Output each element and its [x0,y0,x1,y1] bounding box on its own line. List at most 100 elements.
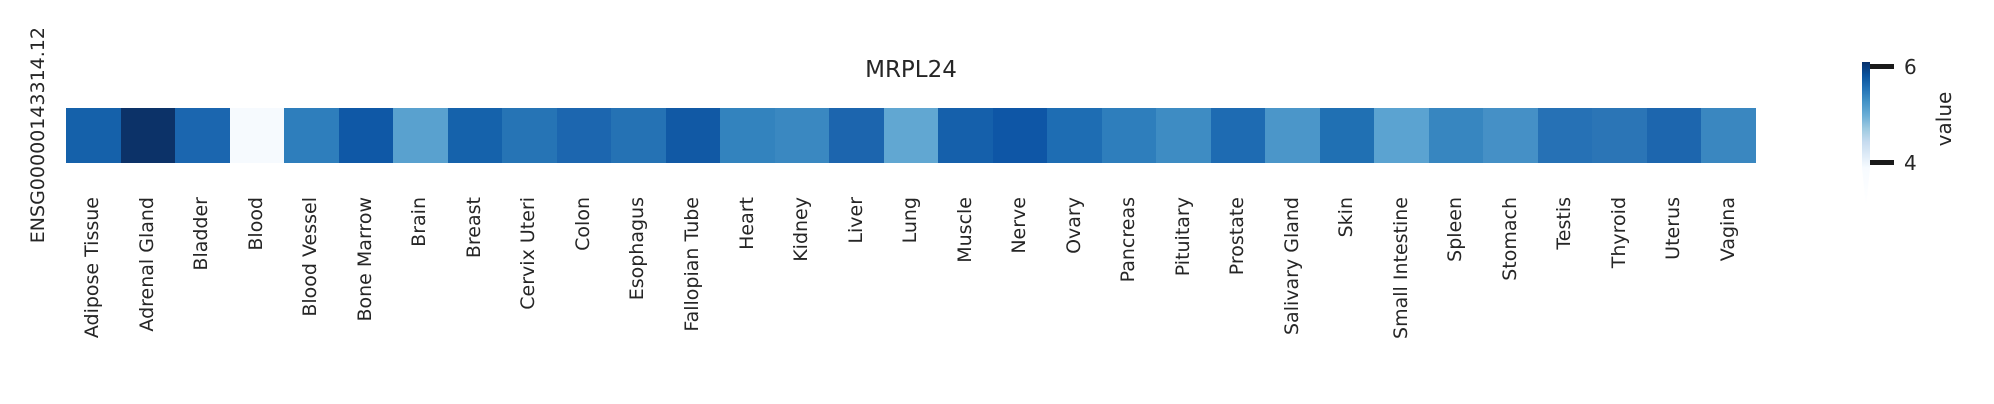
heatmap-cell-stomach [1483,108,1538,163]
x-tick-label-skin: Skin [1335,197,1358,238]
x-tick-esophagus: Esophagus [611,197,666,392]
x-tick-label-small-intestine: Small Intestine [1389,197,1412,339]
heatmap-cell-uterus [1646,108,1702,163]
heatmap-cell-testis [1537,108,1593,163]
x-tick-label-prostate: Prostate [1226,197,1249,276]
heatmap-cell-prostate [1210,108,1266,163]
heatmap-cell-esophagus [611,108,666,163]
x-tick-testis: Testis [1538,197,1593,392]
heatmap-cell-salivary-gland [1265,108,1320,163]
x-tick-muscle: Muscle [938,197,993,392]
heatmap-row [66,108,1756,163]
heatmap-cell-kidney [774,108,830,163]
x-tick-label-testis: Testis [1553,197,1576,250]
colorbar-tick-label-min: 4 [1904,151,1917,175]
x-tick-label-liver: Liver [844,197,867,244]
x-tick-label-colon: Colon [571,197,594,251]
colorbar-tick-min [1870,160,1894,165]
x-tick-label-kidney: Kidney [790,197,813,262]
x-tick-label-breast: Breast [462,197,485,259]
x-tick-label-fallopian-tube: Fallopian Tube [681,197,703,332]
x-tick-blood: Blood [230,197,285,392]
colorbar-gradient [1862,62,1870,207]
x-tick-prostate: Prostate [1211,197,1266,392]
heatmap-cell-adipose-tissue [66,108,121,163]
heatmap-cell-pituitary [1156,108,1211,163]
heatmap-cell-ovary [1047,108,1102,163]
x-tick-label-stomach: Stomach [1498,197,1521,281]
gene-row-label: ENSG00000143314.12 [27,27,49,244]
heatmap-cell-blood [229,108,285,163]
colorbar-tick-max [1870,64,1894,69]
x-tick-label-heart: Heart [735,197,758,250]
x-tick-label-esophagus: Esophagus [626,197,649,301]
x-tick-lung: Lung [884,197,939,392]
heatmap-cell-spleen [1428,108,1484,163]
x-tick-kidney: Kidney [775,197,830,392]
x-tick-fallopian-tube: Fallopian Tube [666,197,721,392]
x-tick-label-lung: Lung [899,197,922,244]
x-tick-label-adrenal-gland: Adrenal Gland [135,197,158,332]
heatmap-cell-adrenal-gland [120,108,176,163]
heatmap-cell-heart [720,108,775,163]
x-tick-bone-marrow: Bone Marrow [339,197,394,392]
x-tick-liver: Liver [829,197,884,392]
x-tick-label-bone-marrow: Bone Marrow [353,197,376,322]
x-tick-adrenal-gland: Adrenal Gland [121,197,176,392]
heatmap-cell-blood-vessel [284,108,339,163]
x-tick-label-salivary-gland: Salivary Gland [1280,197,1303,335]
heatmap-cell-muscle [938,108,993,163]
x-tick-nerve: Nerve [993,197,1048,392]
x-tick-label-ovary: Ovary [1062,197,1085,254]
heatmap-cell-nerve [992,108,1048,163]
x-tick-small-intestine: Small Intestine [1374,197,1429,392]
heatmap-cell-breast [447,108,503,163]
heatmap-cell-liver [829,108,884,163]
x-tick-vagina: Vagina [1701,197,1756,392]
x-tick-label-blood: Blood [244,197,267,251]
x-tick-brain: Brain [393,197,448,392]
x-tick-label-spleen: Spleen [1444,197,1467,262]
chart-title: MRPL24 [865,57,957,83]
x-tick-label-nerve: Nerve [1008,197,1031,254]
x-tick-breast: Breast [448,197,503,392]
heatmap-cell-vagina [1701,108,1756,163]
x-tick-label-uterus: Uterus [1662,197,1685,260]
x-tick-label-thyroid: Thyroid [1607,197,1630,269]
x-tick-label-blood-vessel: Blood Vessel [299,197,322,317]
x-tick-adipose-tissue: Adipose Tissue [66,197,121,392]
colorbar-tick-label-max: 6 [1904,55,1917,79]
colorbar-axis-label: value [1932,91,1956,147]
x-tick-label-muscle: Muscle [953,197,976,263]
x-tick-label-brain: Brain [408,197,431,247]
x-tick-blood-vessel: Blood Vessel [284,197,339,392]
x-tick-label-pituitary: Pituitary [1171,197,1194,277]
x-tick-cervix-uteri: Cervix Uteri [502,197,557,392]
heatmap-cell-lung [883,108,939,163]
heatmap-cell-cervix-uteri [502,108,557,163]
x-tick-uterus: Uterus [1647,197,1702,392]
heatmap-cell-thyroid [1592,108,1647,163]
heatmap-cell-skin [1319,108,1375,163]
heatmap-cell-brain [393,108,448,163]
x-tick-bladder: Bladder [175,197,230,392]
x-tick-label-bladder: Bladder [190,197,213,271]
heatmap-cell-fallopian-tube [665,108,721,163]
x-tick-thyroid: Thyroid [1592,197,1647,392]
x-tick-skin: Skin [1320,197,1375,392]
x-tick-stomach: Stomach [1483,197,1538,392]
heatmap-cell-bone-marrow [338,108,394,163]
heatmap-cell-pancreas [1101,108,1157,163]
x-tick-spleen: Spleen [1429,197,1484,392]
x-tick-pancreas: Pancreas [1102,197,1157,392]
x-tick-label-cervix-uteri: Cervix Uteri [517,197,540,310]
x-axis-tick-labels: Adipose Tissue Adrenal Gland Bladder Blood B… [66,197,1756,392]
y-axis: ENSG00000143314.12 [27,0,50,271]
x-tick-pituitary: Pituitary [1156,197,1211,392]
x-tick-label-adipose-tissue: Adipose Tissue [81,197,104,339]
heatmap-cell-colon [556,108,612,163]
x-tick-ovary: Ovary [1047,197,1102,392]
x-tick-label-pancreas: Pancreas [1117,197,1140,283]
x-tick-label-vagina: Vagina [1716,197,1739,262]
